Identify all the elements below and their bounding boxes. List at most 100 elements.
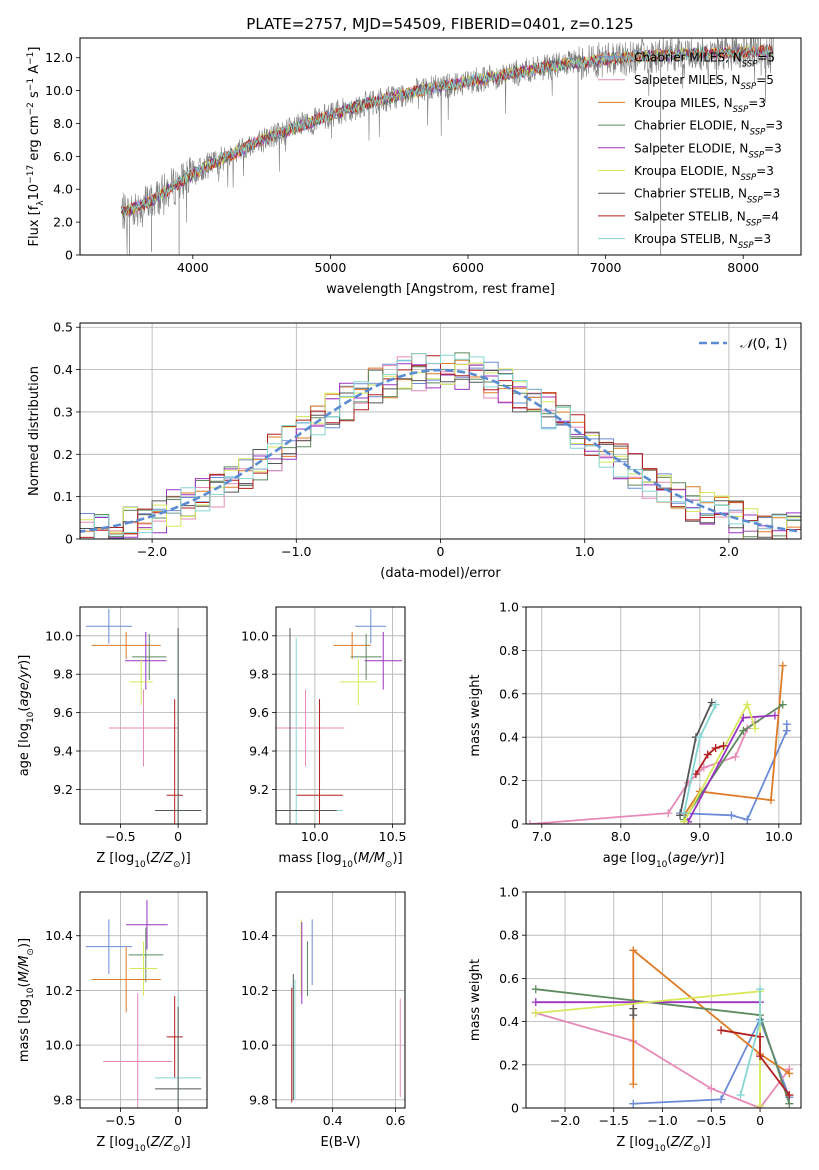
errorbar-point [85, 919, 132, 975]
legend-label-main: Salpeter ELODIE, N [634, 141, 748, 155]
axes-frame [275, 606, 406, 825]
mass-weight-marker [680, 809, 689, 818]
y-tick-label: 0.2 [499, 773, 519, 788]
x-axis-label: wavelength [Angstrom, rest frame] [326, 282, 555, 297]
x-axis-label-part: 10 [654, 1144, 666, 1154]
x-axis-label-part: 10 [134, 1144, 146, 1154]
mass-weight-line [695, 745, 724, 775]
y-axis-label-part: 10 [26, 711, 36, 723]
y-tick-label: 0 [65, 248, 73, 263]
y-tick-label: 9.4 [249, 744, 269, 759]
y-axis-label-part: )] [17, 655, 32, 665]
x-axis-label-part: ( [666, 1135, 671, 1150]
y-axis-label: age [log10(age/yr)] [17, 655, 36, 777]
legend-label: Chabrier ELODIE, NSSP=3 [634, 119, 783, 138]
ticks: −2.0 −1.0 0 1.0 2.0 0 0.1 0.2 0.3 0.4 0.5 [53, 320, 739, 559]
legend-label-main: Kroupa MILES, N [634, 96, 733, 110]
y-axis-label-part: erg cm [27, 115, 42, 164]
y-axis-label: mass weight [468, 959, 483, 1041]
y-tick-label: 9.8 [53, 667, 73, 682]
x-tick-label: −1.5 [599, 1113, 629, 1128]
legend-label: Salpeter ELODIE, NSSP=3 [634, 141, 782, 160]
mass-weight-marker [756, 985, 765, 994]
x-axis-label-part: Z [log [616, 1135, 654, 1150]
legend-label-sub: SSP [741, 173, 757, 183]
legend-label: Salpeter STELIB, NSSP=4 [634, 209, 779, 228]
plot-area [531, 946, 794, 1108]
errorbar-point [166, 995, 183, 1078]
y-tick-label: 0.2 [499, 1057, 519, 1072]
x-axis-label-part: ⊙ [173, 860, 181, 870]
x-axis-label-part: M/M [358, 851, 385, 866]
plot-area [85, 608, 202, 824]
mass-weight-marker [785, 1091, 794, 1100]
ticks: 7.0 8.0 9.0 10.0 0 0.2 0.4 0.6 0.8 1.0 [499, 600, 793, 845]
legend-label: Kroupa MILES, NSSP=3 [634, 96, 766, 115]
mass-weight-marker [703, 750, 712, 759]
x-axis-label-part: wavelength [Angstrom, rest frame] [326, 282, 555, 297]
legend-label-tail: =5 [756, 73, 774, 87]
y-axis-label-part: age/yr [17, 663, 32, 706]
mass-weight-marker [526, 820, 534, 824]
grid [80, 607, 207, 824]
mass-weight-marker [778, 700, 787, 709]
y-tick-label: 12.0 [45, 50, 73, 65]
legend-label-tail: =3 [748, 96, 766, 110]
legend-label: Salpeter MILES, NSSP=5 [634, 73, 774, 92]
x-axis-label-part: )] [701, 1135, 711, 1150]
plot-area [120, 38, 774, 255]
mass-weight-marker [699, 763, 708, 772]
mass-weight-marker [691, 770, 700, 779]
residual-histogram-step [80, 353, 801, 539]
ticks: 4000 5000 6000 7000 8000 0 2.0 4.0 6.0 8.0 10.0 12.… [45, 50, 759, 275]
y-tick-label: 0.5 [53, 320, 73, 335]
y-tick-label: 9.4 [53, 744, 73, 759]
legend-label-main: Kroupa STELIB, N [634, 232, 738, 246]
x-tick-label: −1.0 [281, 544, 311, 559]
y-axis-label-part: mass weight [468, 674, 483, 756]
errorbar-point [339, 658, 378, 705]
y-tick-label: 0 [65, 532, 73, 547]
plot-area [276, 608, 402, 824]
mass-weight-marker [719, 741, 728, 750]
ticks: −0.5 0 9.2 9.4 9.6 9.8 10.0 [45, 628, 182, 844]
legend-label-main: Chabrier STELIB, N [634, 187, 747, 201]
mass-weight-line [720, 1029, 791, 1096]
axes-frame [79, 891, 208, 1109]
ticks: −0.5 0 9.8 10.0 10.2 10.4 [45, 928, 182, 1128]
y-tick-label: 10.4 [241, 928, 269, 943]
x-tick-label: 0.4 [323, 1113, 343, 1128]
legend-label-tail: =4 [761, 209, 779, 223]
mass-weight-marker [680, 817, 689, 824]
mass-vs-reddening-panel: 0.4 0.6 9.8 10.0 10.2 10.4 E(B-V) [241, 891, 406, 1150]
y-axis-label-part: A [27, 65, 42, 78]
mass-weight-marker [717, 1026, 726, 1035]
errorbar-point [276, 689, 345, 767]
errorbar-point [131, 633, 167, 680]
errorbar-point [276, 628, 337, 824]
x-tick-label: 0 [174, 829, 182, 844]
mass-weight-marker [785, 1069, 794, 1078]
y-tick-label: 10.0 [241, 1038, 269, 1053]
legend-label-sub: SSP [741, 82, 757, 92]
x-axis-label-part: ( [667, 851, 672, 866]
x-tick-label: 1.0 [575, 544, 595, 559]
errorbar-point [355, 608, 387, 644]
errorbar-point [155, 628, 202, 824]
x-axis-label-part: ⊙ [385, 860, 393, 870]
mass-weight-marker [785, 1099, 794, 1108]
age-vs-mass-panel: 10.0 10.5 9.2 9.4 9.6 9.8 10.0 mass [log10(M/M⊙… [241, 606, 406, 870]
mass-weight-marker [756, 1017, 765, 1026]
mass-weight-marker [531, 985, 540, 994]
errorbar-point [108, 689, 179, 767]
x-axis-label-part: Z/Z [150, 851, 174, 866]
mass-weight-marker [782, 720, 791, 729]
x-tick-label: 0 [174, 1113, 182, 1128]
x-axis-label: E(B-V) [320, 1135, 360, 1150]
mass-weight-marker [695, 733, 704, 742]
x-axis-label-part: )] [181, 1135, 191, 1150]
residuals-panel: −2.0 −1.0 0 1.0 2.0 0 0.1 0.2 0.3 0.4 0.5 (data-mod… [27, 320, 802, 581]
y-tick-label: 9.6 [249, 705, 269, 720]
axes-frame [79, 37, 802, 256]
